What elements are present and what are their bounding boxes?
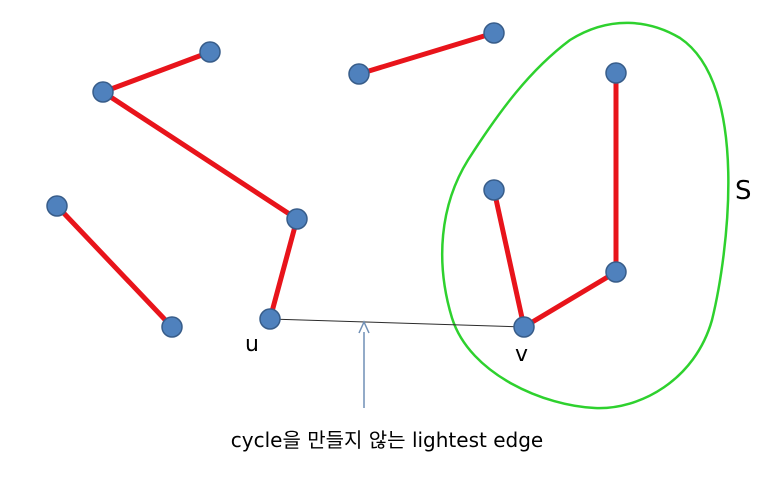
pointer-arrow [358,320,370,408]
node [483,22,505,44]
node [286,208,308,230]
tree-edge [491,187,527,330]
node-v [513,316,535,338]
node [605,62,627,84]
set-s-label: S [735,176,752,206]
tree-edges [54,30,619,330]
candidate-edge-u-v [269,318,525,328]
tree-edge [521,269,619,330]
node [483,179,505,201]
node [348,63,370,85]
caption: cycle을 만들지 않는 lightest edge [230,428,544,452]
node [46,195,68,217]
tree-edge [54,203,175,330]
node [605,261,627,283]
tree-edge [100,49,213,95]
node [92,81,114,103]
tree-edge [267,216,300,322]
tree-edge [356,30,497,77]
node [199,41,221,63]
node [161,316,183,338]
set-s-boundary [440,21,730,410]
node-v-label: v [515,342,529,367]
tree-edge [100,89,300,222]
node-u [259,308,281,330]
node-u-label: u [245,332,259,357]
nodes [46,22,627,338]
